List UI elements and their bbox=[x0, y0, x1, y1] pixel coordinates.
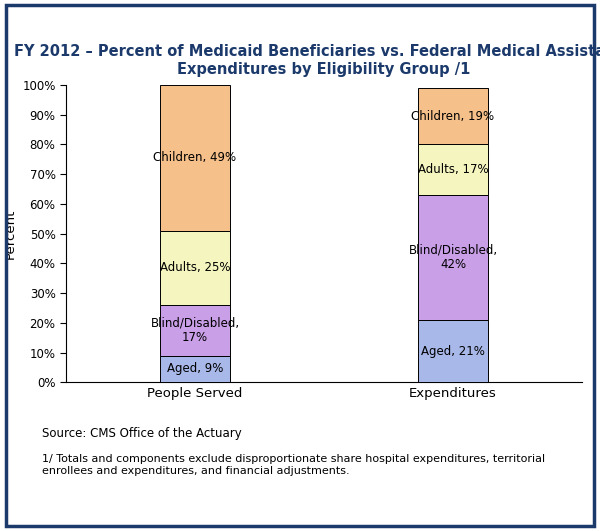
Title: FY 2012 – Percent of Medicaid Beneficiaries vs. Federal Medical Assistance
Expen: FY 2012 – Percent of Medicaid Beneficiar… bbox=[14, 45, 600, 77]
Y-axis label: Percent: Percent bbox=[4, 209, 17, 259]
Text: Blind/Disabled,
42%: Blind/Disabled, 42% bbox=[409, 243, 497, 271]
Bar bbox=[160, 305, 230, 356]
Bar bbox=[418, 320, 488, 382]
Bar bbox=[160, 230, 230, 305]
Text: Source: CMS Office of the Actuary: Source: CMS Office of the Actuary bbox=[42, 427, 242, 440]
Text: Blind/Disabled,
17%: Blind/Disabled, 17% bbox=[151, 316, 239, 344]
Text: Aged, 21%: Aged, 21% bbox=[421, 345, 485, 357]
Bar bbox=[418, 195, 488, 320]
Text: Children, 19%: Children, 19% bbox=[412, 110, 494, 123]
Text: Children, 49%: Children, 49% bbox=[154, 151, 236, 164]
Bar bbox=[418, 88, 488, 144]
Text: Adults, 25%: Adults, 25% bbox=[160, 261, 230, 275]
Bar bbox=[160, 356, 230, 382]
Bar bbox=[418, 144, 488, 195]
Text: Adults, 17%: Adults, 17% bbox=[418, 163, 488, 176]
Text: 1/ Totals and components exclude disproportionate share hospital expenditures, t: 1/ Totals and components exclude disprop… bbox=[42, 454, 545, 476]
Bar bbox=[160, 85, 230, 230]
Text: Aged, 9%: Aged, 9% bbox=[167, 363, 223, 375]
